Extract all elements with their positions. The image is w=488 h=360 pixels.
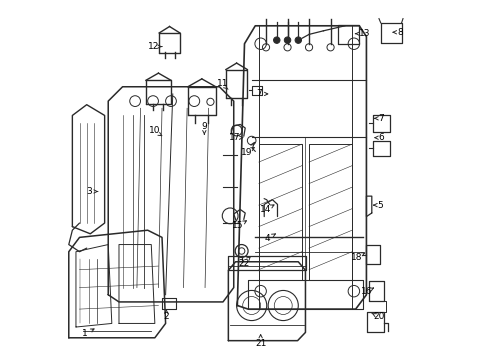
Text: 7: 7 — [256, 89, 262, 98]
Text: 15: 15 — [232, 221, 244, 230]
Text: 10: 10 — [149, 126, 160, 135]
Text: 5: 5 — [376, 201, 382, 210]
Text: 7: 7 — [378, 114, 384, 123]
Circle shape — [294, 37, 301, 43]
Text: 12: 12 — [148, 42, 160, 51]
Circle shape — [273, 37, 280, 43]
Text: 8: 8 — [397, 28, 403, 37]
Text: 13: 13 — [358, 29, 369, 38]
Text: 22: 22 — [238, 259, 249, 268]
Text: 3: 3 — [86, 187, 92, 196]
Text: 9: 9 — [201, 122, 207, 131]
Circle shape — [284, 37, 290, 43]
Text: 16: 16 — [360, 287, 371, 296]
Text: 6: 6 — [378, 133, 384, 142]
Text: 17: 17 — [228, 133, 240, 142]
Text: 21: 21 — [254, 339, 266, 348]
Text: 19: 19 — [240, 148, 251, 157]
Text: 14: 14 — [259, 205, 270, 214]
Text: 2: 2 — [163, 312, 169, 321]
Text: 4: 4 — [264, 234, 270, 243]
Text: 18: 18 — [350, 253, 362, 262]
Text: 11: 11 — [216, 80, 227, 89]
Text: 20: 20 — [372, 312, 384, 321]
Text: 1: 1 — [82, 329, 88, 338]
